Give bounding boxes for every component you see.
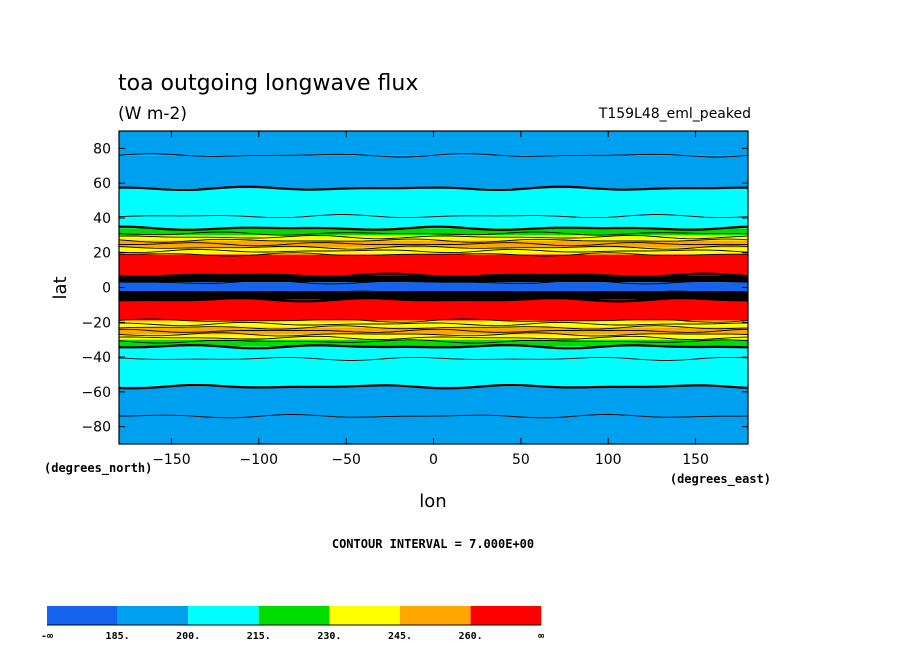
zonal-band (119, 320, 748, 328)
y-tick-label: 20 (93, 246, 111, 262)
zonal-band (119, 386, 748, 444)
y-tick-label: 40 (93, 211, 111, 227)
colorbar-swatch (258, 606, 330, 625)
zonal-band (119, 346, 748, 387)
contour-line (118, 325, 749, 330)
colorbar-level-label: ∞ (538, 631, 544, 642)
colorbar-swatch (188, 606, 259, 625)
y-axis-label: lat (50, 276, 71, 299)
colorbar-level-label: 260. (459, 631, 483, 642)
zonal-band (119, 188, 748, 229)
y-tick-label: 60 (93, 176, 111, 192)
contour-line (119, 225, 749, 232)
contour-line (118, 214, 749, 219)
contour-line (118, 235, 749, 240)
contour-line (118, 318, 749, 323)
contour-line (118, 276, 749, 281)
zonal-band (119, 275, 748, 283)
contour-line (118, 335, 749, 340)
y-ticks: −80 −60 −40 −20 0 20 40 60 80 (81, 141, 748, 436)
contour-line (118, 332, 749, 337)
x-axis-label: lon (419, 491, 446, 512)
colorbar-swatch (400, 606, 471, 625)
contour-line (118, 294, 749, 299)
colorbar-level-label: 230. (317, 631, 341, 642)
contour-line (118, 384, 749, 390)
contour-line (119, 252, 748, 257)
y-unit-label: (degrees_north) (44, 461, 152, 476)
contour-line (118, 248, 749, 254)
x-tick-label: 150 (682, 452, 709, 468)
contour-line (118, 153, 749, 158)
contour-line (118, 238, 749, 243)
colorbar-level-label: 245. (388, 631, 412, 642)
colorbar-level-label: 215. (247, 631, 271, 642)
colorbar-level-label: -∞ (41, 631, 53, 642)
x-unit-label: (degrees_east) (670, 472, 771, 487)
zonal-band (119, 339, 748, 347)
colorbar-swatch (329, 606, 400, 625)
chart-title: toa outgoing longwave flux (118, 71, 418, 96)
colorbar-level-label: 185. (106, 631, 130, 642)
zonal-band (119, 155, 748, 189)
contour-interval-note: CONTOUR INTERVAL = 7.000E+00 (332, 537, 534, 551)
x-tick-label: 50 (512, 452, 530, 468)
x-tick-label: −150 (152, 452, 190, 468)
x-tick-label: 100 (595, 452, 622, 468)
run-label: T159L48_eml_peaked (598, 106, 751, 122)
zonal-band (119, 327, 748, 335)
contour-line (118, 321, 749, 327)
chart-units: (W m-2) (118, 104, 187, 124)
colorbar-swatch (47, 606, 118, 625)
y-tick-label: 80 (93, 141, 111, 157)
colorbar-level-label: 200. (176, 631, 200, 642)
x-ticks: −150 −100 −50 0 50 100 150 (152, 131, 709, 468)
contour-line (118, 245, 749, 250)
y-tick-label: −60 (81, 385, 111, 401)
zonal-band (119, 247, 748, 255)
y-tick-label: −80 (81, 420, 111, 436)
zonal-band (119, 254, 748, 276)
contour-line (119, 185, 749, 191)
colorbar-swatch (117, 606, 189, 625)
y-tick-label: 0 (102, 281, 111, 297)
colorbar-swatch (470, 606, 542, 625)
colorbar: -∞ 185. 200. 215. 230. 245. 260. ∞ (41, 606, 544, 642)
contour-line (118, 272, 749, 278)
y-tick-label: −20 (81, 315, 111, 331)
plot-area (118, 131, 749, 444)
x-tick-label: 0 (429, 452, 438, 468)
y-tick-label: −40 (81, 350, 111, 366)
contour-line (118, 242, 748, 247)
contour-line (118, 280, 749, 285)
zonal-band (119, 299, 748, 321)
contour-line (118, 297, 749, 303)
contour-line (118, 231, 749, 236)
zonal-band (119, 282, 748, 291)
contour-line (119, 328, 749, 333)
x-tick-label: −50 (331, 452, 361, 468)
zonal-band (119, 235, 748, 241)
contour-line (119, 343, 749, 350)
contour-line (118, 290, 749, 295)
contour-line (118, 414, 749, 419)
x-tick-label: −100 (240, 452, 278, 468)
contour-line (118, 339, 749, 344)
zonal-band (119, 228, 748, 236)
contour-line (118, 356, 749, 361)
